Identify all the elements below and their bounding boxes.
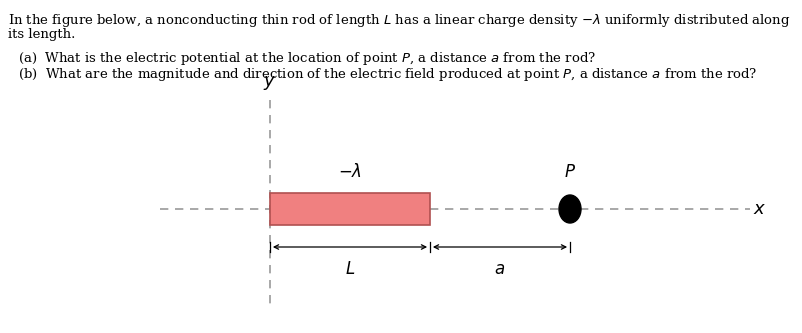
Ellipse shape: [558, 195, 581, 223]
Text: (b)  What are the magnitude and direction of the electric field produced at poin: (b) What are the magnitude and direction…: [18, 66, 756, 83]
Text: In the figure below, a nonconducting thin rod of length $L$ has a linear charge : In the figure below, a nonconducting thi…: [8, 12, 789, 29]
Text: $P$: $P$: [563, 164, 575, 181]
Text: $y$: $y$: [263, 74, 277, 92]
Text: $L$: $L$: [344, 261, 354, 278]
Text: $a$: $a$: [494, 261, 505, 278]
Text: (a)  What is the electric potential at the location of point $P$, a distance $a$: (a) What is the electric potential at th…: [18, 50, 595, 67]
Text: $x$: $x$: [752, 200, 765, 218]
Text: $-\lambda$: $-\lambda$: [338, 163, 362, 181]
Text: its length.: its length.: [8, 28, 75, 41]
Bar: [269, 193, 429, 225]
